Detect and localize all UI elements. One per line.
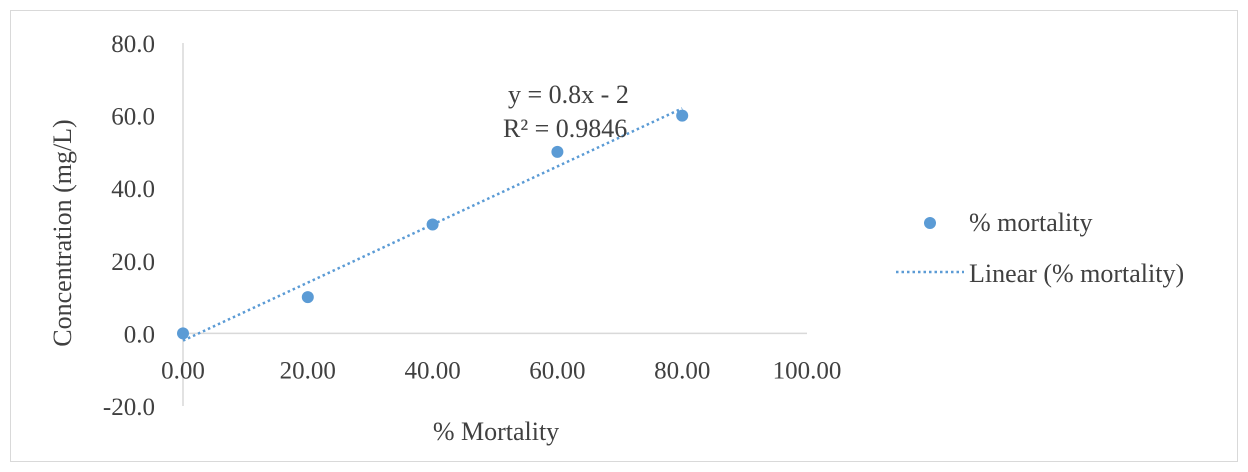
x-tick-label: 80.00 — [654, 357, 710, 384]
axes — [182, 43, 807, 406]
x-tick-label: 40.00 — [404, 357, 460, 384]
data-point — [177, 327, 189, 340]
y-tick-label: -20.0 — [103, 394, 155, 421]
y-tick-labels: 80.0 60.0 40.0 20.0 0.0 -20.0 — [103, 31, 155, 421]
x-axis-title: % Mortality — [433, 417, 559, 446]
data-point — [301, 291, 314, 304]
legend: % mortality Linear (% mortality) — [896, 208, 1184, 288]
data-point — [676, 109, 689, 122]
y-tick-label: 60.0 — [111, 104, 155, 131]
data-point — [551, 145, 564, 158]
y-tick-label: 20.0 — [111, 249, 155, 276]
y-tick-label: 0.0 — [124, 321, 155, 348]
data-points — [177, 109, 689, 340]
trendline-equation: y = 0.8x - 2 — [508, 80, 629, 109]
x-tick-label: 20.00 — [280, 357, 336, 384]
x-tick-labels: 0.00 20.00 40.00 60.00 80.00 100.00 — [161, 357, 841, 384]
legend-marker-scatter — [924, 217, 936, 229]
data-point — [426, 218, 439, 231]
trendline-r2: R² = 0.9846 — [503, 114, 627, 143]
scatter-chart: 0.00 20.00 40.00 60.00 80.00 100.00 80.0 60.0 4… — [48, 31, 1184, 446]
y-axis-title: Concentration (mg/L) — [48, 119, 77, 346]
x-tick-label: 100.00 — [773, 357, 842, 384]
legend-label-trendline: Linear (% mortality) — [969, 259, 1184, 288]
x-tick-label: 0.00 — [161, 357, 205, 384]
x-tick-label: 60.00 — [529, 357, 585, 384]
y-tick-label: 80.0 — [111, 31, 155, 58]
chart-frame: 0.00 20.00 40.00 60.00 80.00 100.00 80.0 60.0 4… — [10, 10, 1238, 462]
legend-label-scatter: % mortality — [969, 208, 1092, 237]
y-tick-label: 40.0 — [111, 176, 155, 203]
